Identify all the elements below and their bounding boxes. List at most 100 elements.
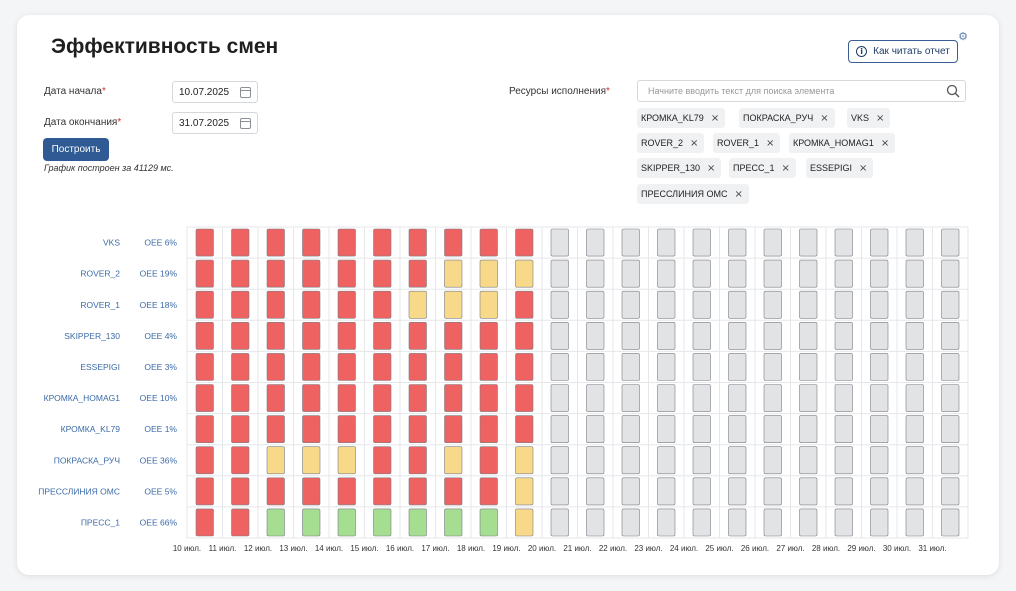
start-date-input[interactable]: 10.07.2025 [172,81,258,103]
resource-name-label: VKS [103,238,120,248]
heatmap-cell [550,477,569,506]
heatmap-cell [302,228,321,257]
heatmap-cell [337,477,356,506]
remove-tag-icon[interactable]: × [880,137,890,149]
heatmap-cell [905,508,924,537]
resource-tag[interactable]: ROVER_2 × [637,133,705,153]
remove-tag-icon[interactable]: × [707,162,716,174]
heatmap-cell [373,259,392,288]
remove-tag-icon[interactable]: × [820,112,829,124]
build-time-note: График построен за 41129 мс. [44,163,174,173]
heatmap-cell [408,446,427,475]
heatmap-cell [834,384,853,412]
remove-tag-icon[interactable]: × [876,112,885,124]
heatmap-cell [266,321,285,350]
heatmap-cell [515,321,534,350]
resource-tag[interactable]: SKIPPER_130 × [637,158,722,178]
heatmap-cell [479,508,498,537]
remove-tag-icon[interactable]: × [710,112,720,124]
heatmap-cell [515,508,534,537]
calendar-icon[interactable] [240,118,251,129]
heatmap-cell [302,415,321,444]
info-icon: i [856,46,868,57]
search-icon[interactable] [946,84,960,98]
remove-tag-icon[interactable]: × [690,137,699,149]
resource-tag[interactable]: VKS × [847,108,891,128]
heatmap-cell [195,290,214,319]
heatmap-cell [657,228,676,257]
heatmap-cell [657,353,676,381]
end-date-label-text: Дата окончания [44,117,118,128]
heatmap-cell [195,415,214,444]
oee-value-label: OEE 3% [144,362,177,372]
tag-label: ROVER_2 [641,138,684,148]
resource-tag[interactable]: ПРЕССЛИНИЯ ОМС × [637,184,749,204]
resource-tag[interactable]: ROVER_1 × [713,133,781,153]
heatmap-cell [373,446,392,475]
x-tick-label: 16 июл. [386,544,414,553]
heatmap-cell [302,353,321,381]
heatmap-cell [621,259,640,288]
heatmap-cell [657,415,676,444]
heatmap-cell [834,415,853,444]
resource-search-input[interactable]: Начните вводить текст для поиска элемент… [637,80,966,102]
heatmap-cell [657,508,676,537]
heatmap-cell [373,290,392,319]
heatmap-cell [337,321,356,350]
resource-tag[interactable]: ESSEPIGI × [806,158,874,178]
oee-value-label: OEE 36% [140,455,178,465]
heatmap-cell [586,446,605,475]
how-to-read-button[interactable]: i Как читать отчет [848,40,958,63]
heatmap-cell [444,228,463,257]
resource-tag[interactable]: КРОМКА_KL79 × [637,108,726,128]
heatmap-cell [195,259,214,288]
remove-tag-icon[interactable]: × [859,162,868,174]
heatmap-cell [444,353,463,381]
heatmap-cell [692,228,711,257]
heatmap-cell [515,477,534,506]
gear-icon[interactable]: ⚙ [958,30,968,43]
heatmap-cell [905,415,924,444]
heatmap-cell [550,321,569,350]
heatmap-cell [550,353,569,381]
heatmap-cell [870,446,889,475]
build-button[interactable]: Построить [43,138,109,161]
heatmap-cell [657,384,676,412]
heatmap-cell [834,353,853,381]
x-tick-label: 30 июл. [883,544,911,553]
heatmap-cell [621,353,640,381]
remove-tag-icon[interactable]: × [766,137,775,149]
heatmap-cell [941,477,960,506]
heatmap-cell [266,290,285,319]
heatmap-cell [586,384,605,412]
heatmap-cell [550,259,569,288]
resource-tag[interactable]: ПРЕСС_1 × [729,158,796,178]
heatmap-cell [870,477,889,506]
heatmap-cell [870,228,889,257]
end-date-input[interactable]: 31.07.2025 [172,112,258,134]
resource-tag[interactable]: ПОКРАСКА_РУЧ × [739,108,835,128]
resource-tag[interactable]: КРОМКА_HOMAG1 × [789,133,896,153]
resource-name-label: КРОМКА_KL79 [61,424,121,434]
heatmap-cell [905,259,924,288]
calendar-icon[interactable] [240,87,251,98]
heatmap-cell [444,290,463,319]
heatmap-cell [799,446,818,475]
heatmap-cell [657,477,676,506]
heatmap-cell [692,508,711,537]
heatmap-cell [692,353,711,381]
remove-tag-icon[interactable]: × [734,188,743,200]
heatmap-cell [550,228,569,257]
heatmap-cell [231,446,250,475]
heatmap-cell [692,415,711,444]
heatmap-cell [550,446,569,475]
heatmap-cell [763,259,782,288]
heatmap-cell [266,415,285,444]
remove-tag-icon[interactable]: × [781,162,790,174]
heatmap-cell [195,353,214,381]
heatmap-cell [692,290,711,319]
start-date-value: 10.07.2025 [179,86,230,98]
heatmap-cell [231,228,250,257]
x-tick-label: 10 июл. [173,544,201,553]
